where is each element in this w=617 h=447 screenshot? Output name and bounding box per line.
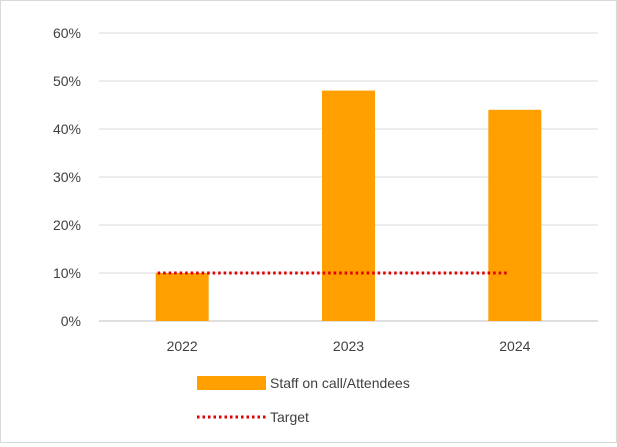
y-tick-label: 0% [61,313,81,329]
legend-label: Target [270,409,309,425]
x-axis-tick-labels: 2022 2023 2024 [167,338,531,354]
y-tick-label: 60% [53,25,81,41]
bar-2024 [488,109,542,321]
y-tick-label: 50% [53,73,81,89]
y-axis-tick-labels: 0% 10% 20% 30% 40% 50% 60% [53,25,81,329]
y-tick-label: 20% [53,217,81,233]
legend-swatch-bar [197,376,266,390]
legend-label: Staff on call/Attendees [270,375,410,391]
y-tick-label: 10% [53,265,81,281]
bar-2023 [322,90,375,321]
x-tick-label: 2024 [499,338,530,354]
legend: Staff on call/Attendees Target [197,375,410,425]
x-tick-label: 2022 [167,338,198,354]
bar-2022 [155,273,209,321]
y-tick-label: 40% [53,121,81,137]
y-tick-label: 30% [53,169,81,185]
x-tick-label: 2023 [333,338,364,354]
bars [155,90,542,321]
